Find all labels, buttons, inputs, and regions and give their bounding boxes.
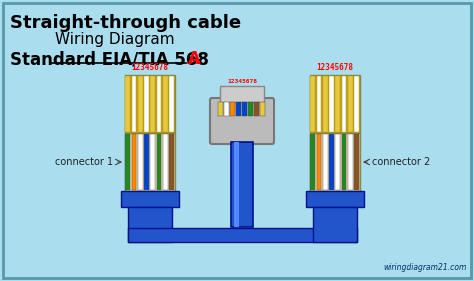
Bar <box>125 133 175 191</box>
Bar <box>230 102 235 116</box>
Text: A: A <box>188 50 201 68</box>
Bar <box>138 76 143 132</box>
Bar <box>242 102 247 116</box>
Bar <box>169 76 174 132</box>
Bar <box>310 75 360 133</box>
Text: 12345678: 12345678 <box>131 63 168 72</box>
Bar <box>224 102 229 116</box>
Bar <box>317 134 321 190</box>
Bar <box>144 134 149 190</box>
Bar <box>151 134 155 190</box>
Bar <box>342 134 346 190</box>
Bar <box>125 75 175 133</box>
Bar <box>310 76 315 132</box>
Bar <box>348 134 353 190</box>
Text: Straight-through cable: Straight-through cable <box>10 14 241 32</box>
Bar <box>260 102 265 116</box>
Bar <box>329 76 334 132</box>
Bar <box>128 207 172 242</box>
Bar <box>163 76 168 132</box>
Text: 12345678: 12345678 <box>227 79 257 84</box>
Bar <box>126 76 130 132</box>
Bar <box>163 134 168 190</box>
Bar <box>342 76 346 132</box>
Bar <box>336 134 340 190</box>
Bar <box>234 142 239 227</box>
Bar <box>310 134 315 190</box>
Text: wiringdiagram21.com: wiringdiagram21.com <box>383 263 467 272</box>
Bar <box>313 207 357 242</box>
Bar <box>144 76 149 132</box>
Bar <box>218 102 223 116</box>
Text: Wiring Diagram: Wiring Diagram <box>55 32 174 47</box>
Bar <box>169 134 174 190</box>
Text: Standard EIA/TIA 568: Standard EIA/TIA 568 <box>10 50 209 68</box>
Bar <box>132 76 137 132</box>
Bar <box>323 134 328 190</box>
Bar <box>151 76 155 132</box>
Bar <box>329 134 334 190</box>
Bar <box>306 191 364 207</box>
Bar <box>128 228 357 242</box>
Bar <box>236 102 241 116</box>
Bar <box>132 134 137 190</box>
Bar <box>157 76 162 132</box>
Text: connector 1: connector 1 <box>55 157 113 167</box>
Bar <box>323 76 328 132</box>
Bar <box>348 76 353 132</box>
Bar <box>121 191 179 207</box>
Bar <box>231 142 253 227</box>
Bar <box>220 86 264 102</box>
Bar <box>248 102 253 116</box>
Text: 12345678: 12345678 <box>317 63 354 72</box>
Bar <box>354 134 359 190</box>
Bar <box>126 134 130 190</box>
Bar <box>310 133 360 191</box>
FancyBboxPatch shape <box>210 98 274 144</box>
Bar <box>157 134 162 190</box>
Bar <box>354 76 359 132</box>
Bar <box>336 76 340 132</box>
Bar <box>317 76 321 132</box>
Bar <box>254 102 259 116</box>
Bar <box>138 134 143 190</box>
Text: connector 2: connector 2 <box>372 157 430 167</box>
